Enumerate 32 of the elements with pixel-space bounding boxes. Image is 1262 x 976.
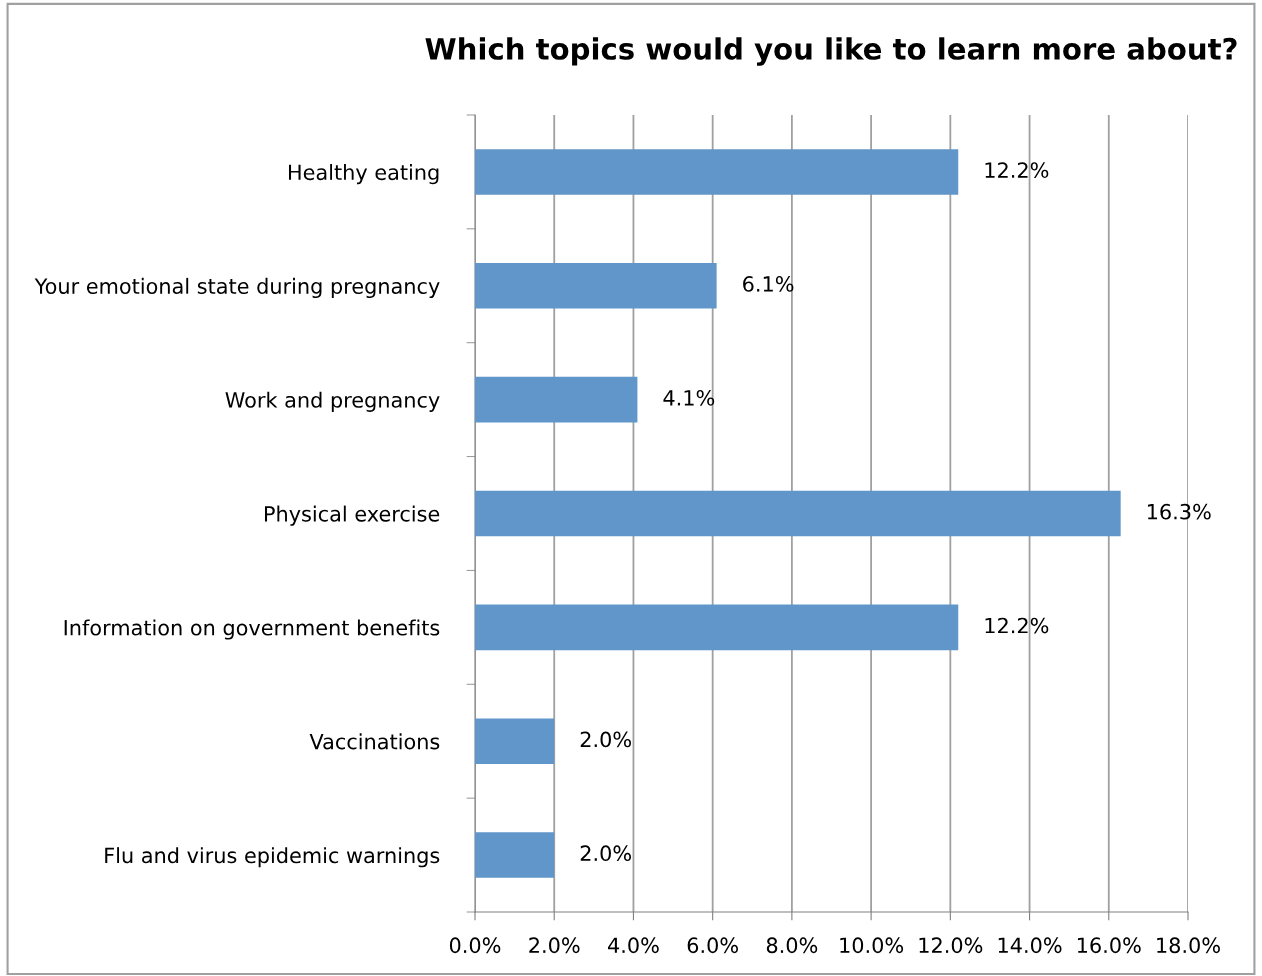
bar (475, 263, 717, 309)
data-label: 2.0% (580, 731, 631, 748)
bar (475, 718, 555, 764)
x-tick-label: 8.0% (766, 937, 818, 954)
data-label: 4.1% (663, 389, 715, 406)
bar (475, 376, 638, 423)
bar (475, 604, 959, 651)
x-tick-label: 4.0% (608, 937, 659, 954)
x-tick-label: 12.0% (919, 937, 983, 954)
x-tick-label: 18.0% (1157, 937, 1220, 954)
x-tick-label: 14.0% (998, 937, 1062, 954)
y-tick-label: Your emotional state during pregnancy (34, 277, 440, 299)
bar (475, 832, 555, 878)
x-tick-label: 2.0% (529, 937, 580, 954)
bar (475, 490, 1121, 537)
data-label: 12.2% (985, 162, 1049, 178)
y-tick-label: Flu and virus epidemic warnings (105, 847, 440, 868)
data-label: 6.1% (743, 276, 794, 292)
y-tick-label: Information on government benefits (64, 619, 440, 640)
y-tick-label: Work and pregnancy (225, 391, 440, 412)
y-tick-label: Vaccinations (309, 733, 440, 750)
x-tick-label: 16.0% (1077, 937, 1141, 954)
x-tick-label: 10.0% (840, 937, 904, 954)
chart-title: Which topics would you like to learn more about? (425, 37, 1237, 66)
x-tick-label: 0.0% (449, 937, 501, 954)
bar (475, 149, 959, 195)
y-tick-label: Physical exercise (264, 505, 440, 526)
x-tick-label: 6.0% (687, 937, 738, 954)
y-tick-label: Healthy eating (288, 164, 439, 185)
data-label: 16.3% (1147, 503, 1211, 520)
data-label: 2.0% (580, 845, 631, 862)
data-label: 12.2% (985, 617, 1049, 634)
